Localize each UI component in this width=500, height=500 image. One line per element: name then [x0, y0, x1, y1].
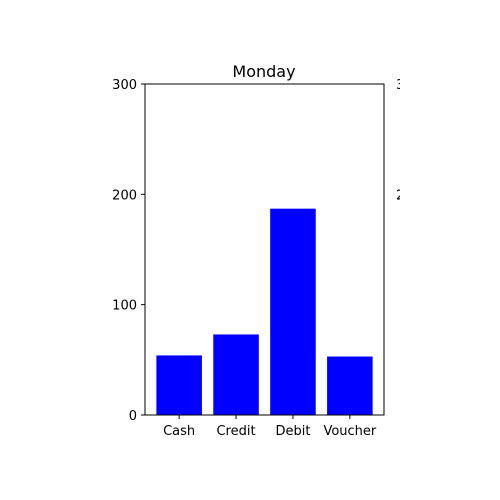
- x-tick-label: Cash: [163, 424, 195, 439]
- x-tick-label: Voucher: [323, 424, 376, 439]
- x-tick-label: Credit: [216, 424, 255, 439]
- chart-title: Monday: [232, 62, 295, 81]
- bars-group: [156, 208, 373, 415]
- y-tick-label: 100: [112, 299, 137, 314]
- bar-credit: [213, 334, 259, 415]
- clipped-edge-labels: 32: [396, 78, 404, 203]
- plot-frame: [144, 83, 385, 416]
- y-tick-label: 0: [129, 409, 137, 424]
- x-tick-label: Debit: [275, 424, 310, 439]
- bar-cash: [156, 355, 202, 415]
- y-tick-label: 200: [112, 188, 137, 203]
- y-tick-label: 300: [112, 78, 137, 93]
- bar-voucher: [327, 356, 373, 415]
- clipped-edge-label: 3: [396, 78, 404, 93]
- y-axis: 0 100 200 300: [112, 78, 145, 424]
- x-axis: Cash Credit Debit Voucher: [163, 415, 377, 439]
- clipped-edge-label: 2: [396, 188, 404, 203]
- bar-debit: [270, 208, 316, 415]
